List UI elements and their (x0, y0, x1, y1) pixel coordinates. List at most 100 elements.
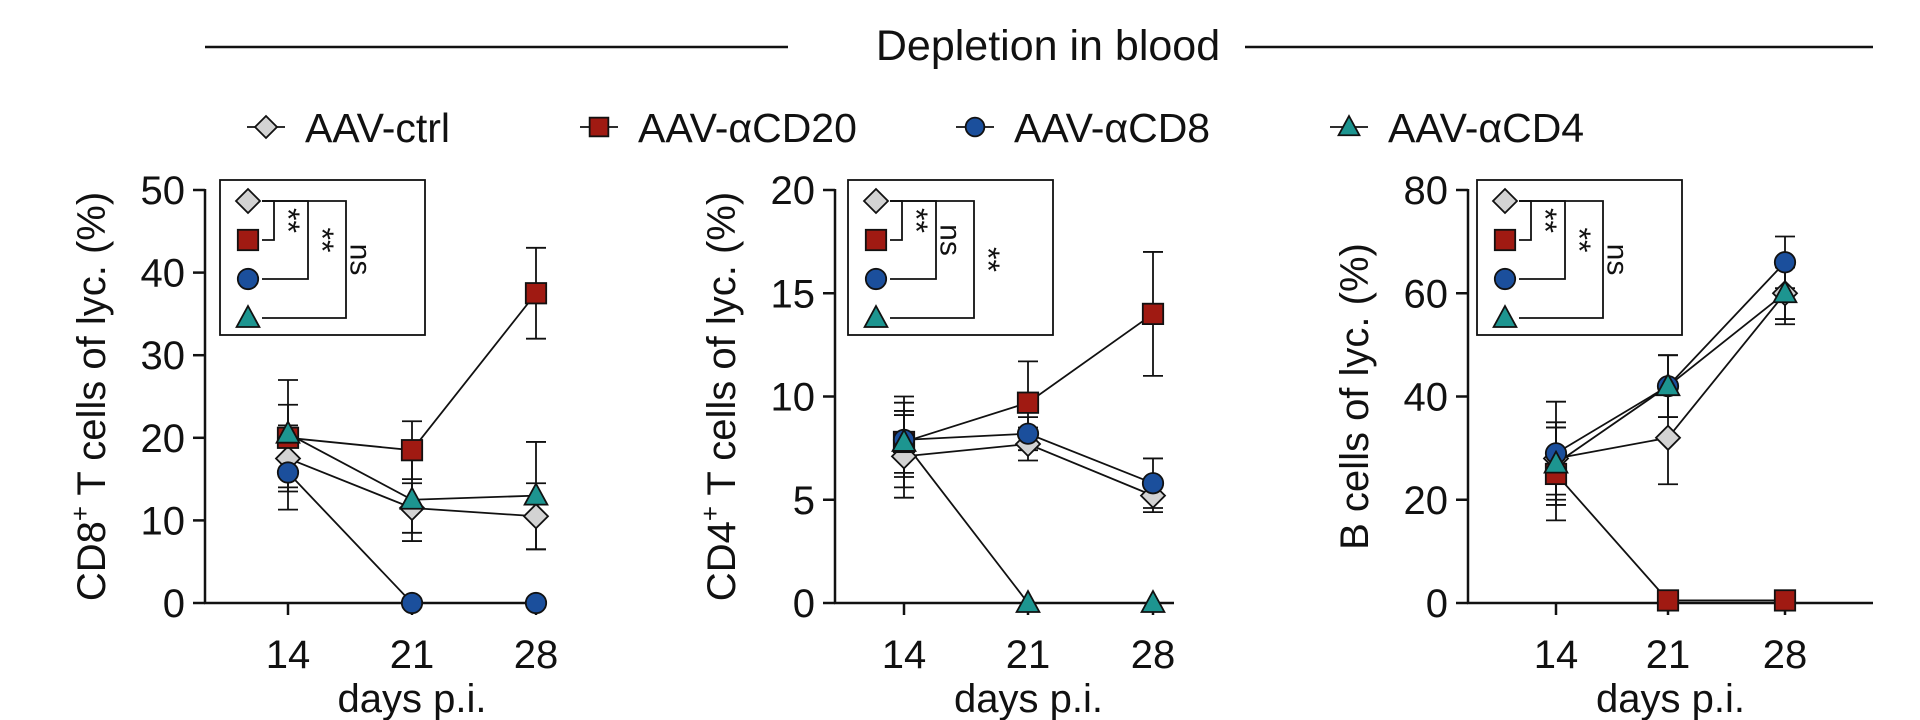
significance-marker (864, 228, 888, 252)
significance-marker (235, 304, 261, 328)
data-point (1654, 424, 1682, 452)
x-axis-label: days p.i. (338, 677, 487, 720)
significance-marker (1493, 228, 1517, 252)
data-point (400, 591, 424, 615)
data-point (1016, 391, 1040, 414)
legend-label: AAV-αCD8 (1014, 105, 1210, 151)
x-tick-label: 14 (882, 633, 927, 677)
data-point (524, 591, 548, 615)
y-axis-label-sup: + (65, 506, 95, 521)
significance-label: ** (1527, 208, 1563, 233)
significance-marker (1491, 187, 1519, 215)
significance-marker (1493, 267, 1517, 291)
significance-label: ** (270, 208, 306, 233)
data-point (891, 428, 917, 452)
x-tick-label: 21 (1646, 633, 1691, 677)
y-axis-label-main: CD8 (70, 521, 114, 601)
data-point (400, 439, 424, 462)
series-line (1555, 473, 1785, 602)
data-point (1656, 589, 1680, 612)
x-tick-label: 14 (266, 633, 311, 677)
legend-label: AAV-αCD20 (638, 105, 857, 151)
y-axis-label: B cells of lyc. (%) (1333, 243, 1377, 550)
significance-label: ns (934, 224, 967, 256)
data-point (1773, 589, 1797, 612)
y-tick-label: 20 (771, 169, 816, 213)
legend-marker (1337, 114, 1361, 137)
y-tick-label: 80 (1404, 169, 1449, 213)
significance-marker (236, 228, 260, 252)
data-point (524, 282, 548, 305)
data-point (275, 419, 301, 444)
data-point (1141, 472, 1165, 495)
panel-bcells: 0 20 40 60 80 14 21 28 days p.i. B cells of lyc. … (1333, 169, 1873, 720)
significance-label: ns (344, 244, 377, 276)
x-tick-label: 28 (1131, 633, 1176, 677)
data-point (1141, 302, 1165, 326)
y-tick-label: 20 (1404, 479, 1449, 523)
y-axis-label-main: B cells of lyc. (%) (1333, 243, 1377, 550)
data-point (1655, 372, 1681, 397)
x-tick-label: 14 (1534, 633, 1579, 677)
x-axis-label: days p.i. (954, 677, 1103, 720)
y-axis-label-rest: T cells of lyc. (%) (70, 192, 114, 506)
legend-marker (964, 116, 986, 138)
figure-title: Depletion in blood (876, 22, 1220, 70)
significance-marker (863, 304, 889, 328)
y-axis-label-main: CD4 (700, 521, 744, 601)
series-line (903, 441, 1153, 604)
y-tick-label: 10 (771, 376, 816, 420)
y-tick-label: 0 (163, 582, 185, 626)
legend-marker (588, 116, 610, 138)
x-tick-label: 28 (1763, 633, 1808, 677)
data-point (523, 481, 549, 506)
y-axis-label: CD8+ T cells of lyc. (%) (65, 192, 114, 601)
significance-marker (234, 187, 262, 215)
y-tick-label: 15 (771, 272, 816, 316)
significance-label: ** (1561, 228, 1597, 253)
y-tick-label: 40 (141, 252, 186, 296)
data-point (276, 461, 300, 484)
y-tick-label: 10 (141, 499, 186, 543)
x-tick-label: 21 (1006, 633, 1051, 677)
y-tick-label: 5 (793, 479, 815, 523)
y-tick-label: 0 (793, 582, 815, 626)
data-point (1016, 422, 1040, 445)
panel-cd4: 0 5 10 15 20 14 21 28 days p.i. CD4+ T cells of l… (695, 169, 1175, 720)
significance-label: ** (970, 247, 1006, 272)
data-point (1772, 279, 1798, 304)
y-tick-label: 30 (141, 334, 186, 378)
significance-label: ns (1601, 244, 1634, 276)
legend-marker (253, 114, 279, 140)
y-axis-label-rest: T cells of lyc. (%) (700, 192, 744, 506)
significance-bracket (1519, 200, 1604, 319)
legend-label: AAV-αCD4 (1388, 105, 1584, 151)
x-axis-label: days p.i. (1596, 677, 1745, 720)
y-tick-label: 60 (1404, 272, 1449, 316)
y-axis-label: CD4+ T cells of lyc. (%) (695, 192, 744, 601)
data-point (1015, 589, 1041, 613)
y-tick-label: 0 (1426, 582, 1448, 626)
significance-bracket (890, 200, 975, 319)
x-tick-label: 28 (514, 633, 559, 677)
significance-label: ** (304, 228, 340, 253)
panel-cd8: 0 10 20 30 40 50 14 21 28 days p.i. CD8+ T cells o… (65, 169, 558, 720)
y-tick-label: 40 (1404, 376, 1449, 420)
data-point (1140, 589, 1166, 613)
data-point (399, 485, 425, 510)
data-point (1773, 251, 1797, 274)
significance-bracket (262, 200, 347, 319)
y-axis-label-sup: + (695, 506, 725, 521)
significance-marker (1492, 304, 1518, 328)
legend: AAV-ctrl AAV-αCD20 AAV-αCD8 AAV-αCD4 (247, 105, 1584, 151)
data-point (1543, 449, 1569, 474)
data-point (522, 502, 550, 530)
y-tick-label: 20 (141, 417, 186, 461)
significance-marker (862, 187, 890, 215)
y-tick-label: 50 (141, 169, 186, 213)
significance-marker (236, 267, 260, 291)
x-tick-label: 21 (390, 633, 435, 677)
significance-marker (864, 267, 888, 291)
significance-label: ** (898, 208, 934, 233)
